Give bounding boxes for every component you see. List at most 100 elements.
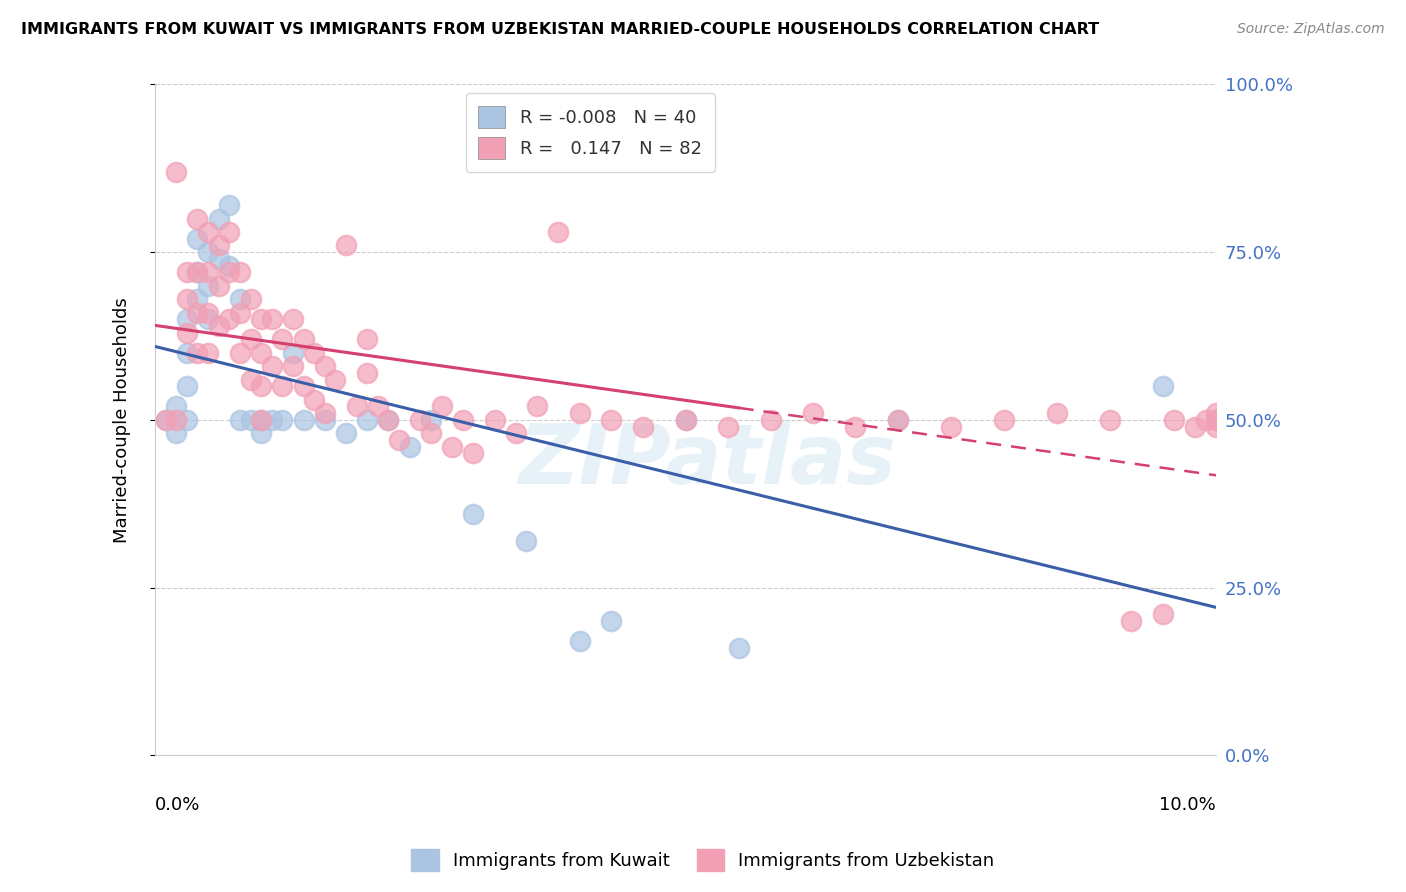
Point	[197, 265, 219, 279]
Point	[526, 400, 548, 414]
Point	[250, 426, 273, 441]
Point	[197, 245, 219, 260]
Point	[356, 413, 378, 427]
Point	[250, 346, 273, 360]
Point	[568, 406, 591, 420]
Point	[229, 346, 252, 360]
Point	[229, 292, 252, 306]
Text: 0.0%: 0.0%	[155, 796, 201, 814]
Point	[186, 232, 208, 246]
Point	[271, 332, 294, 346]
Point	[727, 640, 749, 655]
Point	[463, 446, 485, 460]
Point	[292, 379, 315, 393]
Point	[260, 359, 283, 374]
Point	[186, 305, 208, 319]
Point	[887, 413, 910, 427]
Point	[165, 400, 187, 414]
Point	[939, 419, 962, 434]
Point	[1099, 413, 1122, 427]
Point	[515, 533, 537, 548]
Point	[229, 413, 252, 427]
Point	[292, 413, 315, 427]
Point	[197, 278, 219, 293]
Point	[314, 406, 336, 420]
Point	[302, 392, 325, 407]
Point	[887, 413, 910, 427]
Point	[218, 198, 240, 212]
Point	[155, 413, 177, 427]
Point	[176, 346, 198, 360]
Point	[314, 359, 336, 374]
Point	[229, 265, 252, 279]
Point	[208, 211, 231, 226]
Point	[409, 413, 432, 427]
Point	[250, 312, 273, 326]
Point	[250, 413, 273, 427]
Point	[377, 413, 399, 427]
Point	[176, 413, 198, 427]
Point	[398, 440, 420, 454]
Point	[801, 406, 824, 420]
Point	[420, 413, 443, 427]
Point	[208, 278, 231, 293]
Point	[271, 413, 294, 427]
Point	[165, 413, 187, 427]
Point	[1205, 419, 1227, 434]
Point	[229, 305, 252, 319]
Point	[346, 400, 368, 414]
Y-axis label: Married-couple Households: Married-couple Households	[114, 297, 131, 542]
Point	[568, 634, 591, 648]
Point	[176, 326, 198, 340]
Point	[1194, 413, 1216, 427]
Point	[176, 379, 198, 393]
Point	[239, 413, 262, 427]
Point	[218, 312, 240, 326]
Point	[420, 426, 443, 441]
Point	[367, 400, 389, 414]
Point	[1184, 419, 1206, 434]
Point	[377, 413, 399, 427]
Point	[314, 413, 336, 427]
Point	[675, 413, 697, 427]
Point	[186, 265, 208, 279]
Point	[186, 211, 208, 226]
Point	[844, 419, 866, 434]
Point	[1205, 406, 1227, 420]
Legend: Immigrants from Kuwait, Immigrants from Uzbekistan: Immigrants from Kuwait, Immigrants from …	[405, 842, 1001, 879]
Text: 10.0%: 10.0%	[1160, 796, 1216, 814]
Point	[759, 413, 782, 427]
Point	[335, 238, 357, 252]
Point	[197, 346, 219, 360]
Point	[197, 312, 219, 326]
Point	[239, 373, 262, 387]
Point	[186, 265, 208, 279]
Point	[356, 332, 378, 346]
Point	[1152, 379, 1174, 393]
Point	[260, 312, 283, 326]
Point	[388, 433, 411, 447]
Point	[1046, 406, 1069, 420]
Point	[186, 346, 208, 360]
Point	[441, 440, 464, 454]
Point	[208, 318, 231, 333]
Point	[325, 373, 347, 387]
Point	[356, 366, 378, 380]
Point	[600, 413, 623, 427]
Point	[250, 413, 273, 427]
Point	[675, 413, 697, 427]
Point	[993, 413, 1015, 427]
Point	[218, 225, 240, 239]
Point	[218, 265, 240, 279]
Point	[218, 259, 240, 273]
Text: IMMIGRANTS FROM KUWAIT VS IMMIGRANTS FROM UZBEKISTAN MARRIED-COUPLE HOUSEHOLDS C: IMMIGRANTS FROM KUWAIT VS IMMIGRANTS FRO…	[21, 22, 1099, 37]
Point	[600, 614, 623, 628]
Point	[250, 379, 273, 393]
Point	[717, 419, 740, 434]
Point	[484, 413, 506, 427]
Point	[631, 419, 654, 434]
Point	[1121, 614, 1143, 628]
Point	[271, 379, 294, 393]
Point	[165, 426, 187, 441]
Point	[197, 225, 219, 239]
